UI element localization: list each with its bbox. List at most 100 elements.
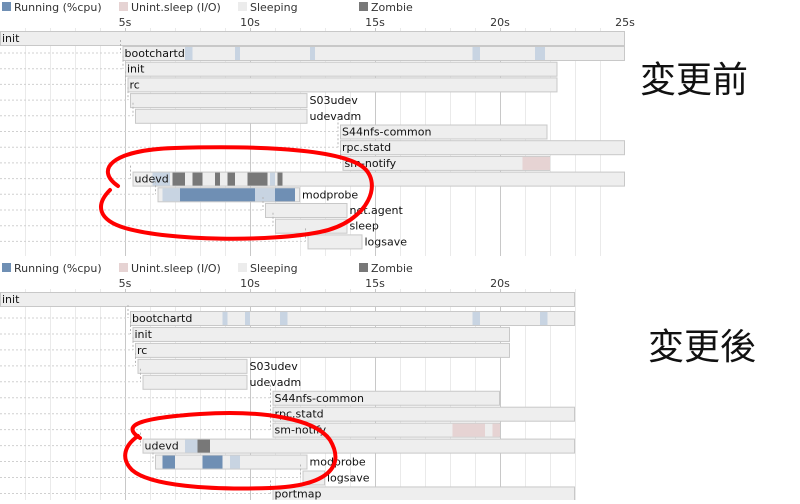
legend: Running (%cpu) Unint.sleep (I/O) Sleeping Z… [2, 262, 413, 275]
state-segment [235, 47, 240, 60]
process-bar [0, 292, 575, 307]
tick-label: 5s [119, 277, 132, 290]
state-segment [230, 455, 240, 469]
legend-swatch [119, 263, 128, 272]
process-bar [130, 93, 308, 109]
legend-label: Running (%cpu) [14, 262, 102, 275]
process-label: udevadm [310, 110, 362, 123]
process-label: init [2, 32, 20, 45]
legend-swatch [2, 263, 11, 272]
state-segment [452, 423, 485, 437]
process-label: rc [137, 344, 147, 357]
state-segment [247, 172, 268, 186]
process-bar [137, 358, 248, 374]
process-row: init [0, 292, 575, 307]
legend-label: Sleeping [250, 1, 298, 14]
process-label: bootchartd [132, 312, 192, 325]
state-segment [277, 172, 283, 186]
process-bar [135, 342, 510, 358]
legend-swatch [238, 263, 247, 272]
tick-label: 15s [365, 16, 385, 29]
legend-swatch [2, 2, 11, 11]
process-label: logsave [365, 235, 408, 248]
legend-label: Unint.sleep (I/O) [131, 262, 221, 275]
process-label: S44nfs-common [342, 126, 431, 139]
highlight-circle [99, 145, 374, 241]
process-bar [142, 374, 248, 390]
process-bar [340, 124, 548, 140]
state-segment [172, 172, 185, 186]
process-row: modprobe [0, 448, 366, 470]
process-label: rc [130, 78, 140, 91]
process-row: bootchartd [0, 305, 575, 326]
tick-label: 15s [365, 277, 385, 290]
state-segment [192, 172, 203, 186]
process-label: init [135, 328, 153, 341]
process-row: portmap [0, 480, 575, 502]
bootchart-panel-2: Running (%cpu) Unint.sleep (I/O) Sleeping Z… [0, 262, 756, 502]
state-segment [280, 312, 288, 325]
state-segment [202, 455, 223, 469]
tick-label: 20s [490, 16, 510, 29]
process-row: udevadm [0, 102, 362, 124]
state-segment [472, 312, 480, 325]
process-row: init [0, 55, 558, 77]
process-label: modprobe [310, 456, 366, 469]
tick-label: 20s [490, 277, 510, 290]
process-label: init [127, 63, 145, 76]
state-segment [185, 439, 198, 453]
process-row: init [0, 320, 510, 342]
state-segment [535, 47, 545, 60]
state-segment [270, 172, 275, 186]
process-label: portmap [275, 487, 322, 500]
state-segment [222, 312, 228, 325]
legend-label: Sleeping [250, 262, 298, 275]
process-row: S44nfs-common [0, 384, 500, 406]
tick-label: 10s [240, 16, 260, 29]
process-bar [142, 438, 575, 454]
process-bar [132, 171, 625, 187]
process-row: S03udev [0, 352, 298, 374]
process-row: modprobe [0, 181, 358, 203]
state-segment [245, 312, 250, 325]
legend-swatch [119, 2, 128, 11]
legend-swatch [359, 2, 368, 11]
state-segment [540, 312, 548, 325]
process-bar [122, 46, 625, 61]
process-label: S03udev [310, 94, 359, 107]
process-row: udevd [0, 165, 625, 187]
state-segment [162, 455, 175, 469]
process-row: bootchartd [0, 40, 625, 61]
process-row: rpc.statd [0, 134, 625, 156]
process-bar [132, 326, 510, 342]
bootchart-panel-1: Running (%cpu) Unint.sleep (I/O) Sleeping Z… [0, 1, 748, 256]
chart-title: 変更後 [648, 327, 756, 368]
process-bar [340, 140, 625, 156]
process-label: modprobe [302, 188, 358, 201]
process-bar [272, 390, 500, 406]
process-row: rpc.statd [0, 400, 575, 422]
process-row: init [0, 31, 625, 46]
tick-label: 10s [240, 277, 260, 290]
process-label: udevd [145, 440, 179, 453]
process-bar [125, 61, 558, 77]
process-label: rpc.statd [342, 141, 391, 154]
chart-title: 変更前 [640, 60, 748, 101]
process-bar [135, 108, 308, 124]
process-label: logsave [327, 472, 370, 485]
process-row: S44nfs-common [0, 118, 548, 140]
state-segment [492, 423, 500, 437]
process-row: udevd [0, 432, 575, 454]
legend-swatch [359, 263, 368, 272]
legend: Running (%cpu) Unint.sleep (I/O) Sleeping Z… [2, 1, 413, 14]
state-segment [310, 47, 315, 60]
legend-label: Zombie [371, 262, 413, 275]
legend-label: Running (%cpu) [14, 1, 102, 14]
state-segment [472, 47, 480, 60]
process-row: logsave [0, 228, 408, 250]
process-label: sm-notify [345, 157, 397, 170]
highlight-circle [123, 411, 338, 491]
process-row: S03udev [0, 87, 359, 109]
process-label: bootchartd [125, 47, 185, 60]
